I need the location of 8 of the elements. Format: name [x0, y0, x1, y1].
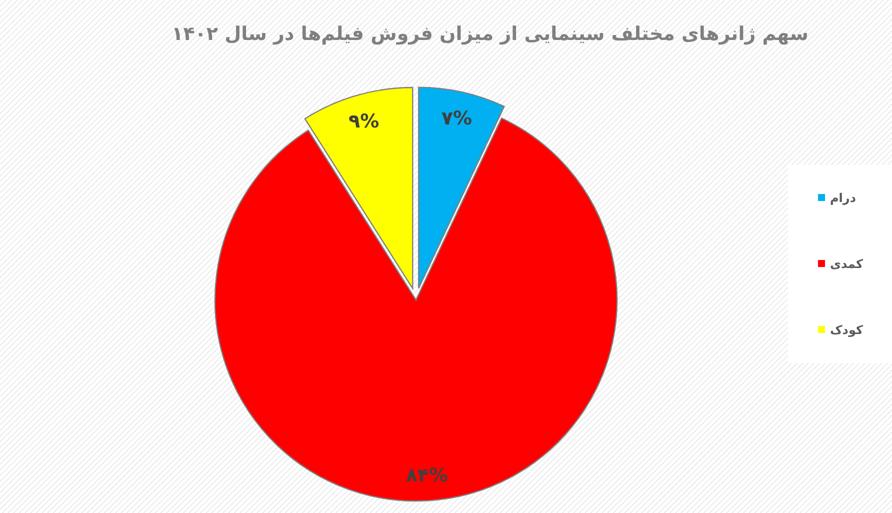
- legend-label: کودک: [830, 323, 863, 337]
- data-label: ۷%: [441, 108, 472, 130]
- legend-label: درام: [830, 191, 856, 205]
- chart-title: سهم ژانرهای مختلف سینمایی از میزان فروش فیلم‌ها در سال ۱۴۰۲: [172, 23, 808, 45]
- pie: ۷% ۸۴% ۹%: [214, 86, 618, 502]
- data-label: ۸۴%: [406, 464, 448, 487]
- data-label: ۹%: [348, 110, 380, 133]
- legend-label: کمدی: [830, 257, 863, 271]
